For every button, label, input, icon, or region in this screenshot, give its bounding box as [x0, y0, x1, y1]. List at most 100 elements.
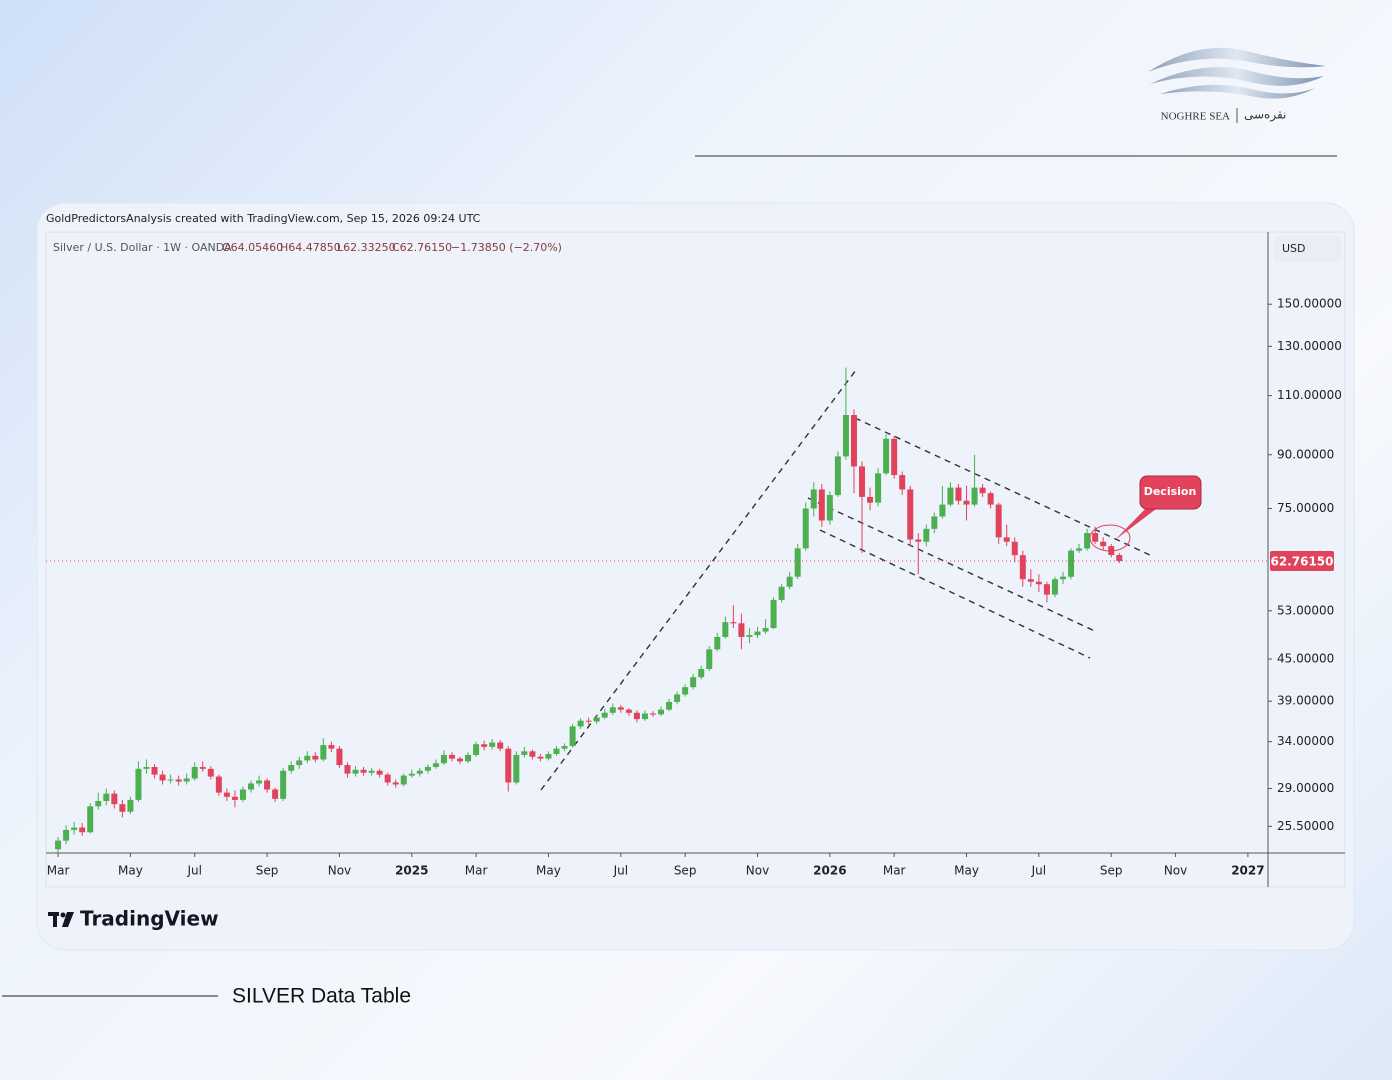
candle-body: [658, 709, 665, 715]
candle-body: [513, 754, 520, 783]
candle-body: [834, 456, 841, 496]
candle-body: [328, 745, 335, 749]
chart-frame: [45, 231, 1346, 888]
y-tick-label: 130.00000: [1277, 339, 1342, 353]
candle-body: [1100, 541, 1107, 547]
y-tick-label: 25.50000: [1277, 819, 1334, 833]
candle-body: [320, 745, 327, 760]
logo: [1148, 47, 1326, 99]
candle-body: [633, 712, 640, 720]
candle-body: [802, 508, 809, 549]
candle-body: [272, 789, 279, 799]
candle-body: [199, 766, 206, 769]
candle-body: [698, 669, 705, 678]
candle-body: [336, 748, 343, 766]
candle-body: [127, 799, 134, 812]
x-tick-label: 2025: [395, 864, 428, 878]
callout-text: Decision: [1144, 485, 1197, 498]
candle-body: [304, 755, 311, 761]
candle-body: [859, 466, 866, 497]
x-tick-label: May: [536, 864, 561, 878]
callout-box: [1139, 475, 1202, 510]
candle-body: [915, 539, 922, 542]
candle-body: [746, 635, 753, 637]
candle-body: [609, 707, 616, 713]
symbol: Silver / U.S. Dollar · 1W · OANDA: [53, 241, 232, 254]
candle-body: [1092, 533, 1099, 542]
candle-body: [963, 500, 970, 505]
decision-circle: [1089, 524, 1131, 552]
candle-body: [826, 495, 833, 521]
candle-body: [770, 599, 777, 628]
y-tick-label: 90.00000: [1277, 447, 1334, 461]
candle-body: [1116, 554, 1123, 561]
candle-body: [971, 487, 978, 505]
legend-close: C62.76150: [392, 241, 452, 254]
candle-body: [79, 827, 86, 833]
candle-body: [1003, 537, 1010, 542]
candle-body: [360, 769, 367, 773]
y-tick-label: 39.00000: [1277, 694, 1334, 708]
brand-latin: NOGHRE SEA: [1161, 111, 1230, 123]
x-tick-label: Sep: [674, 864, 697, 878]
candle-body: [593, 717, 600, 722]
candle-body: [955, 487, 962, 501]
candle-body: [867, 496, 874, 503]
candle-body: [215, 776, 222, 793]
candle-body: [738, 623, 745, 637]
candle-body: [1027, 579, 1034, 582]
candle-body: [264, 780, 271, 790]
candle-body: [706, 649, 713, 670]
x-tick-label: Jul: [613, 864, 628, 878]
x-tick-label: Mar: [883, 864, 906, 878]
candle-body: [987, 493, 994, 505]
attribution: GoldPredictorsAnalysis created with Trad…: [46, 212, 481, 225]
candle-body: [191, 766, 198, 779]
candle-body: [175, 779, 182, 782]
candle-body: [256, 780, 263, 784]
candle-body: [617, 707, 624, 710]
candle-body: [730, 622, 737, 624]
candle-body: [754, 631, 761, 636]
candle-body: [159, 774, 166, 781]
x-tick-label: 2027: [1231, 864, 1264, 878]
candle-body: [762, 627, 769, 632]
candle-body: [778, 586, 785, 600]
trend-lines: [540, 369, 1153, 791]
last-price-box: [1270, 550, 1334, 571]
candle-body: [794, 548, 801, 577]
candle-body: [87, 806, 94, 833]
candle-body: [465, 754, 472, 762]
callout-pointer: [1115, 506, 1160, 540]
candle-body: [1068, 550, 1075, 577]
legend-open: O64.05460: [222, 241, 283, 254]
brand-persian: نقره‌سی: [1244, 108, 1286, 123]
x-tick-label: Nov: [746, 864, 769, 878]
candle-body: [344, 765, 351, 774]
candle-body: [625, 709, 632, 713]
candle-body: [119, 804, 126, 812]
candle-body: [891, 438, 898, 476]
candle-body: [239, 789, 246, 800]
candle-body: [111, 793, 118, 805]
candle-body: [1076, 548, 1083, 551]
candle-body: [1059, 576, 1066, 580]
candle-body: [392, 782, 399, 785]
candle-body: [979, 487, 986, 494]
candle-body: [810, 489, 817, 509]
y-tick-label: 75.00000: [1277, 501, 1334, 515]
candle-body: [995, 504, 1002, 538]
candle-body: [553, 748, 560, 755]
candle-body: [875, 473, 882, 503]
last-price-label: 62.76150: [1270, 554, 1333, 568]
candle-body: [818, 489, 825, 521]
candle-body: [521, 751, 528, 755]
currency-box: [1274, 236, 1341, 262]
candle-body: [939, 504, 946, 517]
currency: USD: [1282, 242, 1306, 255]
x-tick-label: Mar: [47, 864, 70, 878]
candle-body: [457, 758, 464, 762]
candle-body: [400, 775, 407, 785]
